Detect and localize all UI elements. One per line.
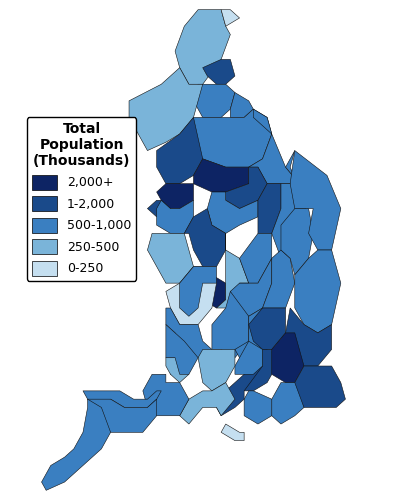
Legend: 2,000+, 1-2,000, 500-1,000, 250-500, 0-250: 2,000+, 1-2,000, 500-1,000, 250-500, 0-2… [27, 117, 136, 281]
